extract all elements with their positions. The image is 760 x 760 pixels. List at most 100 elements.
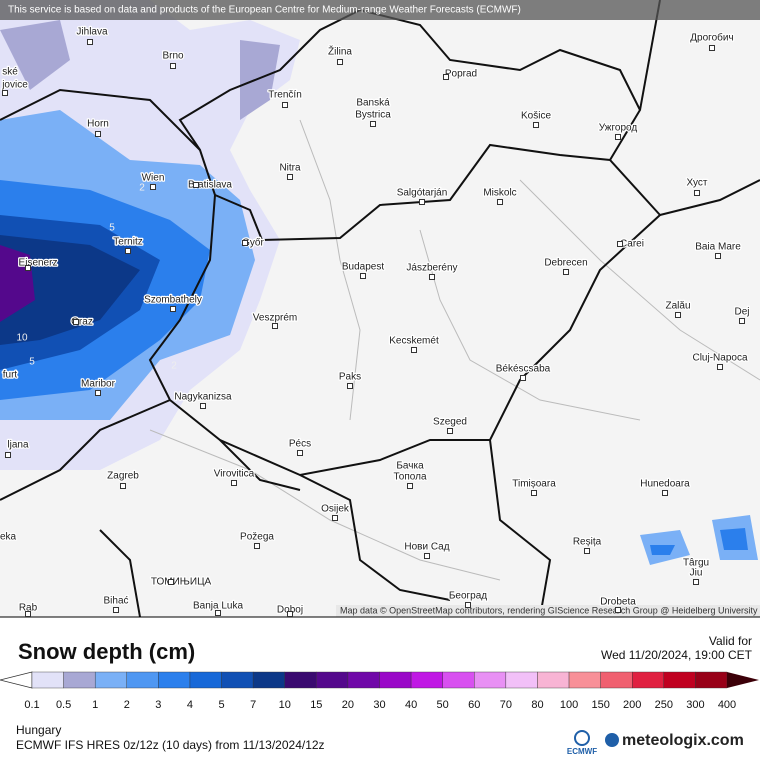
city-marker — [717, 364, 723, 370]
legend-swatch — [600, 671, 633, 689]
legend-swatch — [695, 671, 728, 689]
city-label: Poprad — [445, 69, 477, 80]
city-label: Eisenerz — [19, 258, 58, 269]
city-label: Хуст — [687, 178, 708, 189]
contour-label: 5 — [109, 223, 115, 234]
city-marker — [125, 248, 131, 254]
city-label: furt — [3, 370, 18, 381]
brand-icon — [605, 733, 619, 747]
valid-time: Wed 11/20/2024, 19:00 CET — [601, 648, 753, 662]
contour-label: 2 — [139, 183, 145, 194]
city-marker — [615, 607, 621, 613]
contour-label: 2 — [171, 361, 177, 372]
legend-step-label: 4 — [187, 699, 193, 711]
legend-step-label: 7 — [250, 699, 256, 711]
city-marker — [429, 274, 435, 280]
city-marker — [662, 490, 668, 496]
city-marker — [287, 174, 293, 180]
city-marker — [584, 548, 590, 554]
city-marker — [617, 241, 623, 247]
city-marker — [360, 273, 366, 279]
legend-swatch — [410, 671, 443, 689]
legend-swatch — [442, 671, 475, 689]
city-marker — [2, 90, 8, 96]
city-marker — [465, 602, 471, 608]
city-labels: Jihlava Brno Žilina Дрогобич ské jovice Poprad… — [0, 25, 751, 617]
city-marker — [297, 450, 303, 456]
city-marker — [150, 184, 156, 190]
legend-step-label: 40 — [405, 699, 417, 711]
city-label: Bratislava — [188, 180, 232, 191]
city-label: Zagreb — [107, 471, 139, 482]
legend-step-label: 250 — [655, 699, 673, 711]
city-label: ské — [2, 67, 18, 78]
city-label: Бачка — [396, 461, 424, 472]
city-label: Doboj — [277, 605, 303, 616]
city-marker — [25, 611, 31, 617]
city-marker — [563, 269, 569, 275]
legend-step-label: 30 — [373, 699, 385, 711]
city-label: Nagykanizsa — [174, 392, 232, 403]
city-label: ljana — [7, 440, 29, 451]
city-marker — [337, 59, 343, 65]
valid-label: Valid for — [709, 634, 752, 648]
attribution-bg — [336, 605, 760, 617]
attribution: Map data © OpenStreetMap contributors, r… — [340, 605, 758, 615]
legend-step-label: 100 — [560, 699, 578, 711]
city-marker — [120, 483, 126, 489]
city-marker — [675, 312, 681, 318]
city-marker — [95, 131, 101, 137]
city-label: Târgu — [683, 558, 709, 569]
contour-label: 10 — [16, 333, 28, 344]
legend-swatch — [31, 671, 64, 689]
legend-swatch — [284, 671, 317, 689]
city-label: Horn — [87, 119, 109, 130]
city-label: Szombathely — [144, 295, 202, 306]
city-label: Paks — [339, 372, 361, 383]
legend-swatch — [537, 671, 570, 689]
city-label: Trenčín — [268, 90, 302, 101]
city-label: Топола — [393, 472, 426, 483]
city-marker — [73, 319, 79, 325]
city-marker — [520, 375, 526, 381]
city-marker — [709, 45, 715, 51]
city-marker — [170, 63, 176, 69]
contour-label: 5 — [29, 357, 35, 368]
legend-step-label: 1 — [92, 699, 98, 711]
city-label: Ужгород — [599, 123, 638, 134]
city-label: Salgótarján — [397, 188, 448, 199]
city-marker — [347, 383, 353, 389]
legend-swatch — [94, 671, 127, 689]
city-marker — [370, 121, 376, 127]
legend-step-label: 20 — [342, 699, 354, 711]
legend-step-label: 150 — [591, 699, 609, 711]
notice: This service is based on data and produc… — [8, 5, 521, 16]
city-label: Győr — [242, 238, 264, 249]
city-label: Osijek — [321, 504, 350, 515]
city-label: Rab — [19, 603, 38, 614]
city-label: Banja Luka — [193, 601, 243, 612]
city-label: Požega — [240, 532, 274, 543]
legend-swatch — [663, 671, 696, 689]
legend-swatch — [63, 671, 96, 689]
city-label: Bihać — [103, 596, 128, 607]
city-label: Pécs — [289, 439, 311, 450]
city-label: Miskolc — [483, 188, 516, 199]
city-label: Žilina — [328, 45, 352, 58]
legend-step-label: 80 — [531, 699, 543, 711]
city-label: Baia Mare — [695, 242, 741, 253]
notice-bar — [0, 0, 760, 20]
city-marker — [533, 122, 539, 128]
city-marker — [715, 253, 721, 259]
city-marker — [168, 579, 174, 585]
legend-under — [0, 671, 33, 689]
city-marker — [694, 190, 700, 196]
legend-step-label: 15 — [310, 699, 322, 711]
city-label: Virovitica — [214, 469, 255, 480]
city-label: Kecskemét — [389, 336, 439, 347]
city-marker — [193, 182, 199, 188]
legend-step-label: 0.1 — [24, 699, 39, 711]
city-label: Reșița — [573, 537, 602, 548]
city-marker — [272, 323, 278, 329]
